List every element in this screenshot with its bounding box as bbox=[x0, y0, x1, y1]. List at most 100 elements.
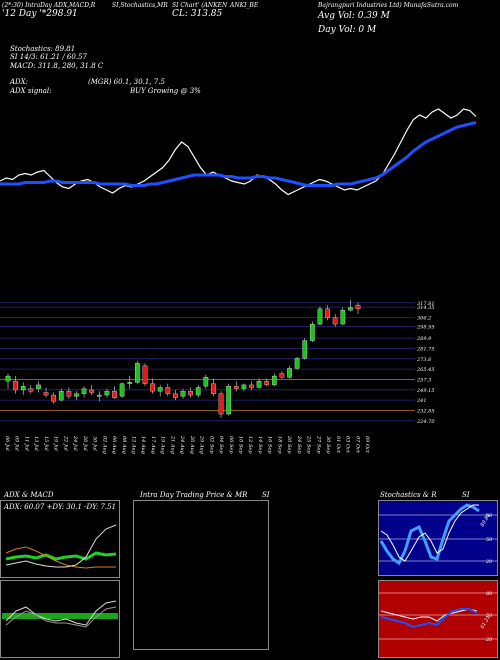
date-tick-label: 24 Jul bbox=[72, 435, 78, 451]
rsi-value: 61.21 bbox=[480, 615, 492, 630]
candle-body bbox=[279, 373, 285, 378]
day-volume: Day Vol: 0 M bbox=[318, 25, 377, 35]
candle-body bbox=[104, 391, 110, 396]
date-tick-label: 06 Aug bbox=[111, 436, 117, 454]
candle-body bbox=[142, 365, 148, 384]
macd-grey-line bbox=[5, 606, 117, 628]
rsi-label-80: 80 bbox=[486, 591, 493, 597]
date-tick-label: 11 Jul bbox=[23, 436, 29, 451]
candle-body bbox=[226, 386, 232, 415]
price-tick-label: 306.2 bbox=[417, 315, 431, 321]
date-tick-label: 09 Oct bbox=[364, 436, 370, 454]
date-tick-label: 24 Sep bbox=[296, 435, 302, 454]
date-tick-label: 19 Jul bbox=[53, 436, 59, 451]
candle-body bbox=[5, 375, 11, 382]
intraday-panel-title: Intra Day Trading Price & MR bbox=[140, 491, 248, 499]
date-tick-label: 14 Sep bbox=[257, 436, 263, 454]
macd-green-band bbox=[2, 613, 118, 619]
rsi-white-line bbox=[380, 608, 478, 622]
candle-body bbox=[325, 308, 330, 318]
header-close: CL: 313.85 bbox=[172, 9, 223, 19]
date-tick-label: 02 Aug bbox=[101, 436, 107, 454]
rsi-lines: 80 50 20 61.21 bbox=[379, 591, 497, 643]
adx-label: ADX: bbox=[10, 78, 29, 86]
date-tick-label: 17 Aug bbox=[150, 436, 156, 454]
macd-panel bbox=[0, 580, 120, 658]
date-tick-label: 04 Sep bbox=[218, 436, 224, 454]
candle-body bbox=[241, 384, 247, 389]
header-center-1: SI,Stochastics,MR bbox=[112, 2, 168, 9]
stoch-label-20: 20 bbox=[485, 559, 493, 565]
date-tick-label: 16 Sep bbox=[267, 436, 273, 454]
date-axis: 06 Jul 09 Jul 11 Jul 13 Jul 15 Jul 19 Jul 22 J… bbox=[4, 435, 370, 454]
date-tick-label: 21 Aug bbox=[169, 435, 175, 454]
candle-body bbox=[28, 388, 34, 392]
price-tick-label: 314.35 bbox=[417, 305, 435, 311]
adx-lines bbox=[5, 524, 117, 569]
candle-body bbox=[127, 382, 133, 384]
price-tick-label: 281.75 bbox=[416, 346, 435, 352]
candle-body bbox=[119, 383, 125, 397]
date-tick-label: 22 Jul bbox=[62, 435, 68, 451]
candle-body bbox=[203, 377, 209, 387]
date-tick-label: 12 Sep bbox=[247, 436, 253, 454]
candle-body bbox=[51, 394, 57, 402]
candle-body bbox=[58, 391, 64, 401]
adx-orange-line bbox=[5, 546, 116, 569]
header-symbol: ANKI_BE bbox=[230, 2, 259, 9]
date-tick-label: 06 Jul bbox=[4, 436, 10, 451]
price-tick-label: 273.6 bbox=[416, 357, 432, 363]
candle-body bbox=[233, 386, 239, 389]
date-tick-label: 26 Aug bbox=[189, 435, 195, 454]
header-left-2: '12 Day '*298.91 bbox=[2, 9, 78, 19]
candle-body bbox=[348, 307, 353, 311]
adx-panel: ADX: 60.07 +DY: 30.1 -DY: 7.51 bbox=[0, 500, 120, 578]
candle-body bbox=[332, 317, 338, 325]
si-readout: SI 14/3: 61.21 / 60.57 bbox=[10, 53, 87, 61]
stochastics-readout: Stochastics: 89.81 bbox=[10, 45, 76, 53]
candle-body bbox=[294, 358, 300, 369]
price-tick-label: 241 bbox=[416, 398, 427, 404]
price-tick-label: 249.15 bbox=[416, 388, 435, 394]
candle-body bbox=[20, 386, 26, 391]
avg-volume: Avg Vol: 0.39 M bbox=[318, 11, 390, 21]
price-tick-label: 317.81 bbox=[417, 301, 435, 307]
date-tick-label: 19 Aug bbox=[160, 436, 166, 454]
indicator-series-1 bbox=[0, 121, 477, 187]
date-tick-label: 06 Sep bbox=[228, 436, 234, 454]
macd-lines bbox=[2, 600, 118, 628]
macd-readout: MACD: 311.8, 280, 31.8 C bbox=[10, 62, 104, 70]
indicator-line-chart bbox=[0, 108, 477, 196]
adx-macd-panel-title: ADX & MACD bbox=[4, 491, 54, 499]
adx-signal: BUY Growing @ 3% bbox=[130, 87, 201, 95]
adx-panel-readout: ADX: 60.07 +DY: 30.1 -DY: 7.51 bbox=[4, 503, 117, 511]
date-tick-label: 25 Sep bbox=[306, 435, 312, 454]
date-tick-label: 10 Sep bbox=[238, 436, 244, 454]
candle-body bbox=[271, 375, 277, 386]
candle-body bbox=[74, 393, 79, 397]
date-tick-label: 01 Oct bbox=[335, 436, 341, 454]
rsi-label-20: 20 bbox=[485, 637, 493, 643]
price-tick-label: 289.9 bbox=[416, 336, 432, 342]
date-tick-label: 29 Aug bbox=[199, 435, 205, 454]
candle-body bbox=[180, 391, 186, 397]
price-tick-label: 257.3 bbox=[416, 377, 431, 383]
candle-body bbox=[188, 391, 193, 396]
stoch-white-line bbox=[380, 504, 479, 562]
candle-body bbox=[287, 368, 292, 378]
candle-body bbox=[81, 388, 87, 394]
price-tick-label: 298.95 bbox=[416, 325, 435, 331]
adx-signal-label: ADX signal: bbox=[10, 87, 52, 95]
candle-body bbox=[355, 304, 361, 310]
date-tick-label: 20 Sep bbox=[286, 435, 292, 454]
candle-body bbox=[309, 323, 315, 341]
date-tick-label: 14 Aug bbox=[140, 436, 146, 454]
date-tick-label: 07 Oct bbox=[354, 436, 360, 454]
candle-body bbox=[302, 340, 308, 359]
date-tick-label: 24 Aug bbox=[179, 435, 185, 454]
candle-body bbox=[36, 384, 41, 389]
date-tick-label: 03 Oct bbox=[345, 436, 351, 454]
candle-body bbox=[340, 309, 346, 325]
date-tick-label: 15 Jul bbox=[43, 436, 49, 451]
